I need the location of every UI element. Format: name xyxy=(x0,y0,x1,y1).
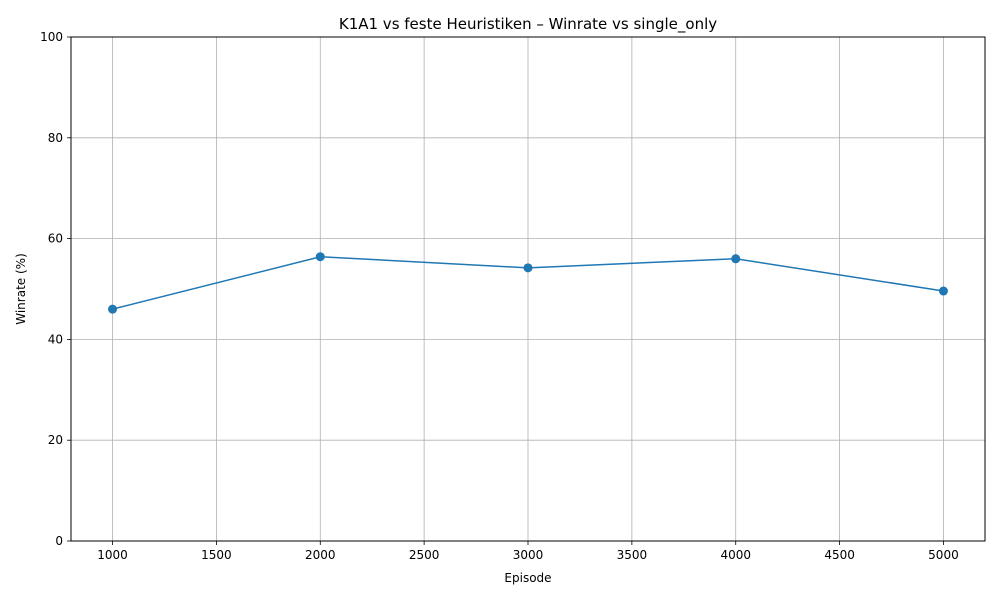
x-tick-label: 1500 xyxy=(201,548,232,562)
data-point xyxy=(108,304,118,314)
y-tick-label: 40 xyxy=(48,332,63,346)
x-tick-label: 4000 xyxy=(720,548,751,562)
data-point xyxy=(731,254,741,264)
y-axis-label: Winrate (%) xyxy=(14,253,28,325)
x-axis: 1000 1500 2000 2500 3000 3500 4000 4500 5000 xyxy=(97,541,959,562)
y-tick-label: 100 xyxy=(40,30,63,44)
x-tick-label: 1000 xyxy=(97,548,128,562)
y-tick-label: 60 xyxy=(48,232,63,246)
x-tick-label: 2500 xyxy=(409,548,440,562)
data-point xyxy=(938,286,948,296)
x-tick-label: 3500 xyxy=(617,548,648,562)
y-tick-label: 20 xyxy=(48,433,63,447)
y-axis: 0 20 40 60 80 100 xyxy=(40,30,71,548)
x-tick-label: 2000 xyxy=(305,548,336,562)
x-axis-label: Episode xyxy=(504,571,551,585)
x-tick-label: 4500 xyxy=(824,548,855,562)
x-tick-label: 5000 xyxy=(928,548,959,562)
data-point xyxy=(523,263,533,273)
x-tick-label: 3000 xyxy=(513,548,544,562)
data-point xyxy=(315,252,325,262)
series-group xyxy=(108,252,948,314)
y-tick-label: 80 xyxy=(48,131,63,145)
y-tick-label: 0 xyxy=(55,534,63,548)
chart-title: K1A1 vs feste Heuristiken – Winrate vs s… xyxy=(339,15,717,34)
